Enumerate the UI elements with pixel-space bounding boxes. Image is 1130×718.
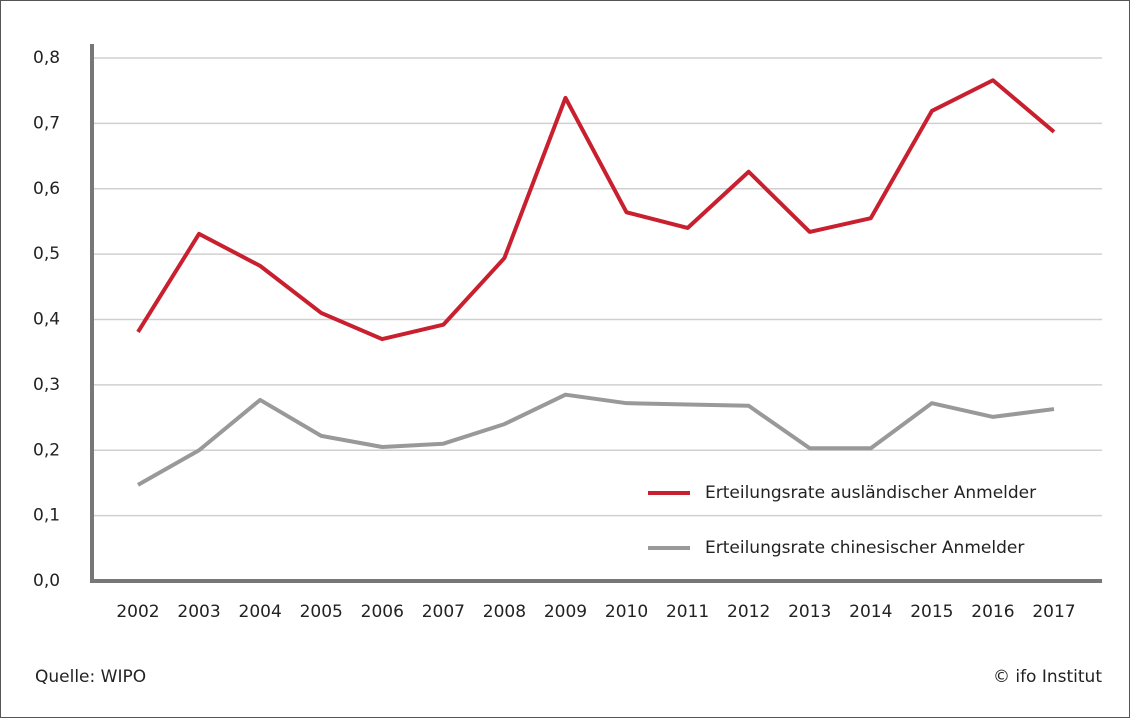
series-line bbox=[136, 78, 1056, 342]
y-tick-label: 0,0 bbox=[33, 571, 60, 591]
y-tick-label: 0,4 bbox=[33, 310, 60, 330]
y-tick-label: 0,8 bbox=[33, 48, 60, 68]
y-tick-label: 0,7 bbox=[33, 113, 60, 133]
x-tick-label: 2004 bbox=[239, 602, 282, 622]
x-tick-label: 2007 bbox=[422, 602, 465, 622]
source: Quelle: WIPO bbox=[35, 667, 146, 687]
y-tick-label: 0,1 bbox=[33, 506, 60, 526]
credit: © ifo Institut bbox=[993, 667, 1102, 687]
x-tick-label: 2013 bbox=[788, 602, 831, 622]
x-tick-label: 2016 bbox=[971, 602, 1014, 622]
x-tick-label: 2015 bbox=[910, 602, 953, 622]
x-tick-label: 2003 bbox=[177, 602, 220, 622]
x-tick-label: 2005 bbox=[300, 602, 343, 622]
x-tick-label: 2010 bbox=[605, 602, 648, 622]
x-tick-label: 2011 bbox=[666, 602, 709, 622]
series-line bbox=[137, 392, 1055, 487]
x-tick-label: 2002 bbox=[116, 602, 159, 622]
y-tick-label: 0,3 bbox=[33, 375, 60, 395]
y-tick-label: 0,2 bbox=[33, 440, 60, 460]
x-tick-label: 2009 bbox=[544, 602, 587, 622]
x-tick-label: 2006 bbox=[361, 602, 404, 622]
x-tick-label: 2012 bbox=[727, 602, 770, 622]
y-tick-label: 0,6 bbox=[33, 179, 60, 199]
legend-label: Erteilungsrate ausländischer Anmelder bbox=[705, 483, 1036, 503]
legend-label: Erteilungsrate chinesischer Anmelder bbox=[705, 538, 1024, 558]
x-tick-label: 2017 bbox=[1032, 602, 1075, 622]
x-tick-label: 2014 bbox=[849, 602, 892, 622]
x-tick-label: 2008 bbox=[483, 602, 526, 622]
y-tick-label: 0,5 bbox=[33, 244, 60, 264]
